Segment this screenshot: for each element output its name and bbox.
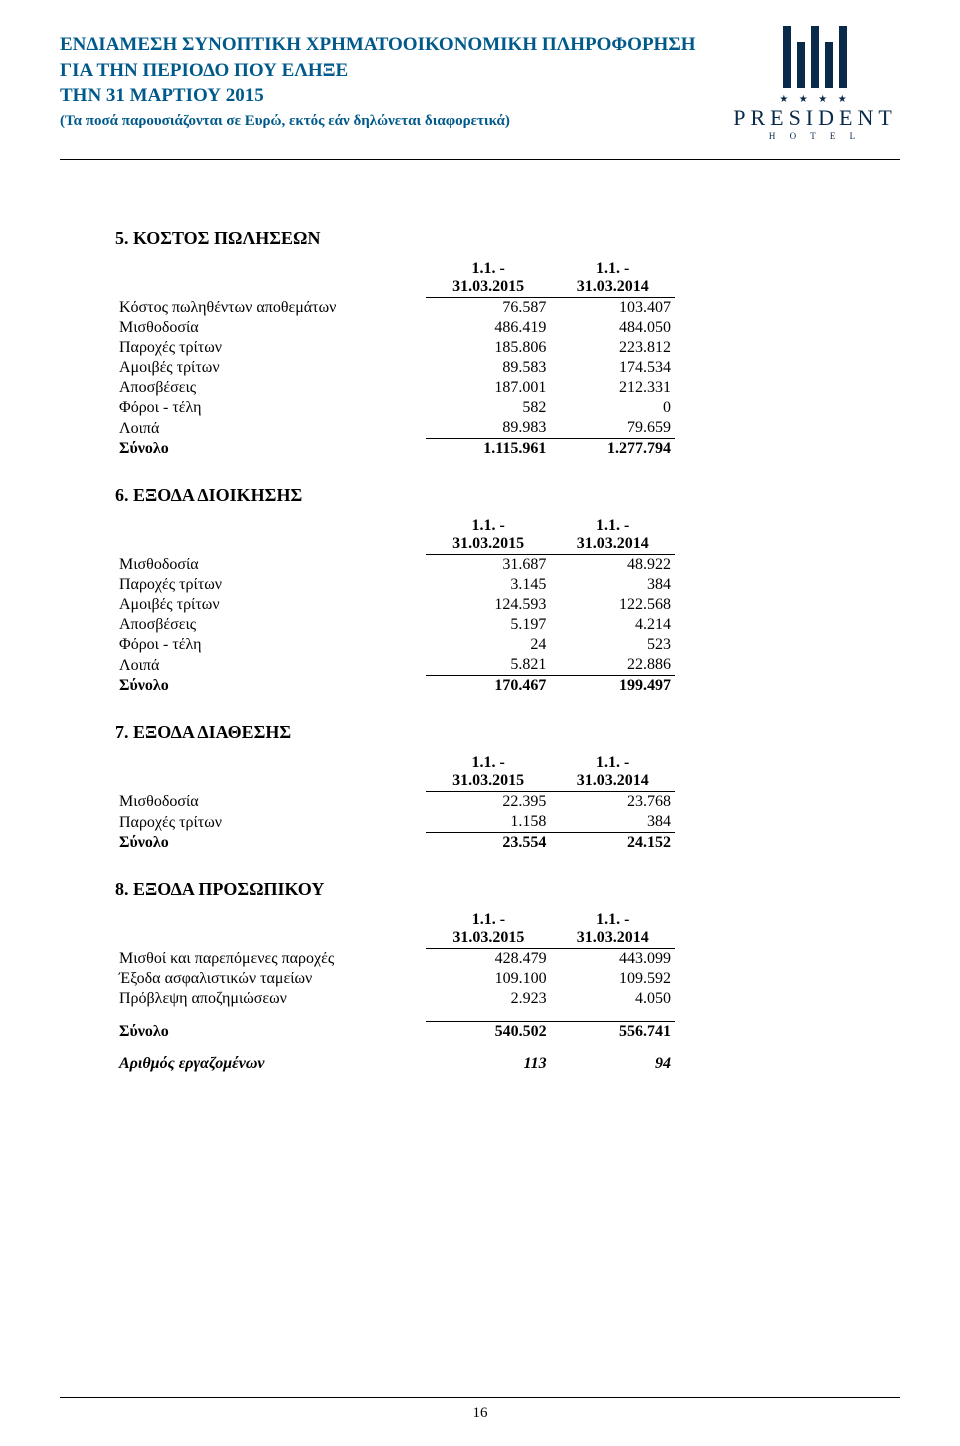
- table-header-row: 1.1. -31.03.2015 1.1. -31.03.2014: [115, 753, 675, 792]
- table-row: Παροχές τρίτων1.158384: [115, 812, 675, 833]
- period-col-1: 1.1. -31.03.2015: [426, 753, 551, 792]
- table-row: Έξοδα ασφαλιστικών ταμείων109.100109.592: [115, 969, 675, 989]
- table-section-7: 1.1. -31.03.2015 1.1. -31.03.2014 Μισθοδ…: [115, 753, 675, 853]
- header-text-block: ΕΝΔΙΑΜΕΣΗ ΣΥΝΟΠΤΙΚΗ ΧΡΗΜΑΤΟΟΙΚΟΝΟΜΙΚΗ ΠΛ…: [60, 32, 696, 130]
- period-col-1: 1.1. -31.03.2015: [426, 516, 551, 555]
- page-number: 16: [0, 1405, 960, 1422]
- table-row: Αποσβέσεις5.1974.214: [115, 615, 675, 635]
- table-row: Λοιπά89.98379.659: [115, 418, 675, 439]
- table-section-6: 1.1. -31.03.2015 1.1. -31.03.2014 Μισθοδ…: [115, 516, 675, 696]
- header-line-2: ΓΙΑ ΤΗΝ ΠΕΡΙΟΔΟ ΠΟΥ ΕΛΗΞΕ: [60, 58, 696, 84]
- table-total-row: Σύνολο1.115.9611.277.794: [115, 439, 675, 460]
- table-section-5: 1.1. -31.03.2015 1.1. -31.03.2014 Κόστος…: [115, 259, 675, 459]
- table-row: Φόροι - τέλη24523: [115, 635, 675, 655]
- period-col-1: 1.1. -31.03.2015: [426, 259, 551, 298]
- employee-count-row: Αριθμός εργαζομένων11394: [115, 1054, 675, 1074]
- page-header: ΕΝΔΙΑΜΕΣΗ ΣΥΝΟΠΤΙΚΗ ΧΡΗΜΑΤΟΟΙΚΟΝΟΜΙΚΗ ΠΛ…: [60, 32, 900, 141]
- table-row: Μισθοδοσία22.39523.768: [115, 792, 675, 813]
- section-7-title: 7. ΕΞΟΔΑ ΔΙΑΘΕΣΗΣ: [115, 722, 860, 743]
- header-subtitle: (Τα ποσά παρουσιάζονται σε Ευρώ, εκτός ε…: [60, 113, 696, 130]
- table-row: Μισθοδοσία31.68748.922: [115, 555, 675, 576]
- logo-word: PRESIDENT: [733, 105, 897, 131]
- logo-bars-icon: [783, 26, 847, 88]
- header-line-3: ΤΗΝ 31 ΜΑΡΤΙΟΥ 2015: [60, 83, 696, 109]
- table-row: Παροχές τρίτων185.806223.812: [115, 338, 675, 358]
- table-header-row: 1.1. -31.03.2015 1.1. -31.03.2014: [115, 910, 675, 949]
- table-row: Παροχές τρίτων3.145384: [115, 575, 675, 595]
- logo-sub: H O T E L: [769, 131, 861, 141]
- table-total-row: Σύνολο540.502556.741: [115, 1022, 675, 1043]
- table-row: Πρόβλεψη αποζημιώσεων2.9234.050: [115, 989, 675, 1009]
- section-5-title: 5. ΚΟΣΤΟΣ ΠΩΛΗΣΕΩΝ: [115, 228, 860, 249]
- table-header-row: 1.1. -31.03.2015 1.1. -31.03.2014: [115, 259, 675, 298]
- period-col-1: 1.1. -31.03.2015: [426, 910, 550, 949]
- logo-stars: ★ ★ ★ ★: [779, 94, 850, 105]
- content-area: 5. ΚΟΣΤΟΣ ΠΩΛΗΣΕΩΝ 1.1. -31.03.2015 1.1.…: [60, 160, 900, 1074]
- table-row: Κόστος πωληθέντων αποθεμάτων76.587103.40…: [115, 298, 675, 319]
- table-row: Φόροι - τέλη5820: [115, 398, 675, 418]
- period-col-2: 1.1. -31.03.2014: [550, 259, 675, 298]
- page: ΕΝΔΙΑΜΕΣΗ ΣΥΝΟΠΤΙΚΗ ΧΡΗΜΑΤΟΟΙΚΟΝΟΜΙΚΗ ΠΛ…: [0, 0, 960, 1446]
- table-header-row: 1.1. -31.03.2015 1.1. -31.03.2014: [115, 516, 675, 555]
- table-row: Λοιπά5.82122.886: [115, 655, 675, 676]
- period-col-2: 1.1. -31.03.2014: [550, 516, 675, 555]
- period-col-2: 1.1. -31.03.2014: [551, 910, 675, 949]
- table-row: Αμοιβές τρίτων89.583174.534: [115, 358, 675, 378]
- table-row: Αμοιβές τρίτων124.593122.568: [115, 595, 675, 615]
- table-row: Αποσβέσεις187.001212.331: [115, 378, 675, 398]
- table-row: Μισθοδοσία486.419484.050: [115, 318, 675, 338]
- table-row: Μισθοί και παρεπόμενες παροχές428.479443…: [115, 949, 675, 970]
- section-6-title: 6. ΕΞΟΔΑ ΔΙΟΙΚΗΣΗΣ: [115, 485, 860, 506]
- period-col-2: 1.1. -31.03.2014: [550, 753, 675, 792]
- table-section-8: 1.1. -31.03.2015 1.1. -31.03.2014 Μισθοί…: [115, 910, 675, 1074]
- header-line-1: ΕΝΔΙΑΜΕΣΗ ΣΥΝΟΠΤΙΚΗ ΧΡΗΜΑΤΟΟΙΚΟΝΟΜΙΚΗ ΠΛ…: [60, 32, 696, 58]
- footer-rule: [60, 1397, 900, 1398]
- table-total-row: Σύνολο23.55424.152: [115, 833, 675, 854]
- section-8-title: 8. ΕΞΟΔΑ ΠΡΟΣΩΠΙΚΟΥ: [115, 879, 860, 900]
- table-total-row: Σύνολο170.467199.497: [115, 676, 675, 697]
- hotel-logo: ★ ★ ★ ★ PRESIDENT H O T E L: [730, 26, 900, 141]
